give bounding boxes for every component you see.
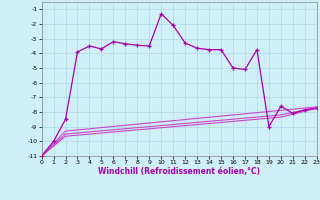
- X-axis label: Windchill (Refroidissement éolien,°C): Windchill (Refroidissement éolien,°C): [98, 167, 260, 176]
